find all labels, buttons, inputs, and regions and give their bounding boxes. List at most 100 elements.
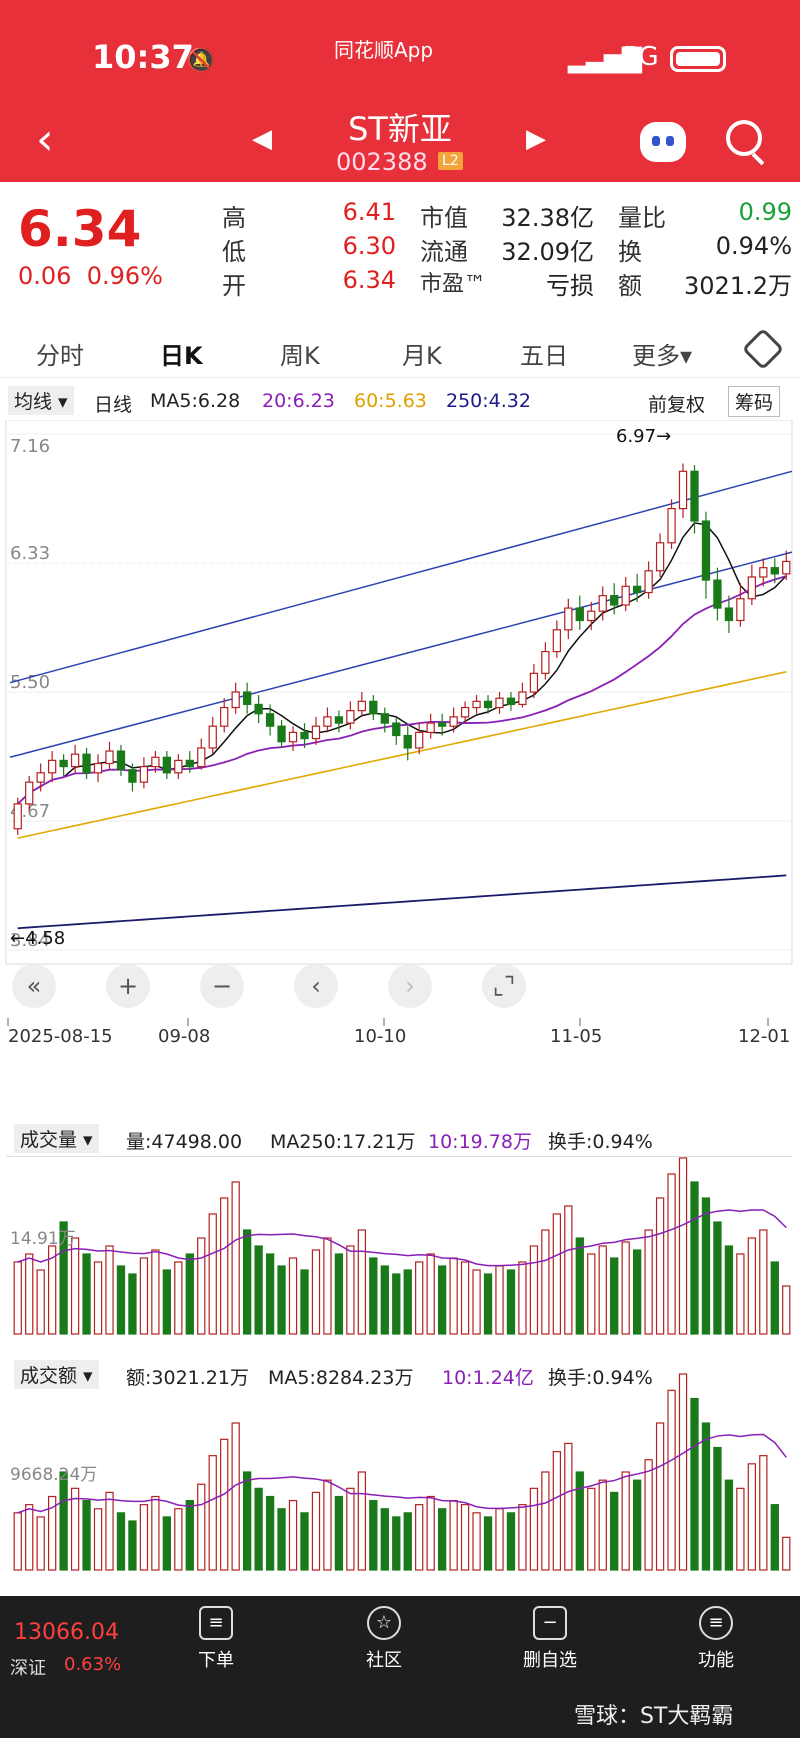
- settings-icon[interactable]: [741, 327, 785, 371]
- candle-body: [621, 585, 630, 606]
- volume-bar: [655, 1197, 665, 1335]
- volume-bar: [47, 1245, 57, 1335]
- candle-body: [151, 756, 160, 768]
- volume-bar: [116, 1265, 126, 1335]
- amount-bar: [162, 1516, 172, 1571]
- volume-bar: [472, 1269, 481, 1335]
- ma-selector[interactable]: 均线 ▾: [8, 386, 74, 415]
- volume-ma10: 10:19.78万: [428, 1131, 532, 1153]
- candle-body: [231, 691, 240, 709]
- amount-bar: [759, 1455, 768, 1571]
- amount-bar: [220, 1438, 229, 1571]
- order-button[interactable]: ≡ 下单: [156, 1606, 276, 1672]
- amount-bar: [13, 1512, 22, 1571]
- robot-assistant-icon[interactable]: [640, 122, 686, 162]
- low-label: 低: [222, 238, 246, 266]
- ma250-line: [17, 874, 787, 930]
- amount-bar: [610, 1491, 619, 1571]
- volume-bar: [82, 1253, 91, 1335]
- volume-bar: [162, 1269, 172, 1335]
- candle-body: [449, 716, 458, 727]
- amount-bar: [105, 1491, 114, 1571]
- candle-body: [254, 703, 263, 715]
- level2-badge[interactable]: L2: [438, 152, 463, 170]
- amount-bar: [59, 1471, 68, 1571]
- candle-body: [288, 731, 298, 743]
- amount-bar: [587, 1487, 596, 1571]
- amount-selector[interactable]: 成交额 ▾: [14, 1360, 99, 1389]
- candle-body: [437, 722, 447, 727]
- volume-bar: [747, 1237, 757, 1335]
- candle-body: [713, 579, 722, 609]
- float-label: 流通: [420, 238, 468, 266]
- amount-bar: [403, 1512, 412, 1571]
- y-axis-label: 3.84: [10, 930, 50, 951]
- search-icon[interactable]: [726, 120, 762, 156]
- amount-bar: [506, 1512, 516, 1571]
- period-label: 日线: [94, 394, 133, 416]
- volume-bar: [93, 1261, 103, 1335]
- amount-bar: [151, 1495, 160, 1571]
- x-axis-label: 10-10: [354, 1026, 406, 1047]
- volume-bar: [483, 1273, 493, 1335]
- amount-ma5: MA5:8284.23万: [268, 1367, 414, 1389]
- watermark: 雪球：ST大羁霸: [574, 1704, 734, 1729]
- kline-chart[interactable]: 7.166.335.504.673.846.97→←4.58« + − ‹ › ⌞⌝202…: [0, 420, 800, 1594]
- tab-five-day[interactable]: 五日: [520, 342, 568, 370]
- amount-bar: [82, 1499, 91, 1571]
- amount-bar: [380, 1508, 389, 1571]
- star-icon: ☆: [367, 1606, 401, 1640]
- turnover-value: 0.94%: [715, 232, 792, 260]
- tab-monthly-k[interactable]: 月K: [402, 342, 442, 370]
- volume-bar: [598, 1245, 607, 1335]
- tab-daily-k[interactable]: 日K: [160, 342, 203, 370]
- amount-bar: [495, 1508, 504, 1571]
- volume-bar: [587, 1253, 596, 1335]
- tab-weekly-k[interactable]: 周K: [280, 342, 320, 370]
- chips-button[interactable]: 筹码: [728, 386, 781, 417]
- network-type: 5G: [622, 42, 659, 72]
- back-icon[interactable]: ‹: [36, 114, 54, 165]
- functions-button[interactable]: ≡ 功能: [656, 1606, 776, 1672]
- amount-bar: [667, 1389, 676, 1571]
- open-label: 开: [222, 272, 246, 300]
- candle-body: [644, 570, 653, 594]
- volume-bar: [678, 1157, 688, 1335]
- community-button[interactable]: ☆ 社区: [324, 1606, 444, 1672]
- candle-body: [724, 607, 734, 622]
- amount-bar: [288, 1499, 298, 1571]
- tab-intraday[interactable]: 分时: [36, 342, 84, 370]
- volume-bar: [288, 1257, 298, 1335]
- candle-body: [655, 542, 665, 572]
- y-axis-label: 5.50: [10, 672, 50, 693]
- volume-bar: [701, 1197, 711, 1335]
- chart-control-button: [12, 964, 56, 1008]
- next-stock-icon[interactable]: ▶: [526, 124, 546, 154]
- amount-bar: [518, 1504, 527, 1571]
- volume-bar: [13, 1261, 22, 1335]
- volume-ma250: MA250:17.21万: [270, 1131, 416, 1153]
- candle-body: [564, 607, 573, 631]
- candle-body: [403, 734, 412, 749]
- remove-watchlist-button[interactable]: − 删自选: [490, 1606, 610, 1672]
- x-axis-label: 12-01: [738, 1026, 790, 1047]
- adjust-mode[interactable]: 前复权: [648, 394, 706, 416]
- candle-body: [82, 753, 91, 774]
- tab-more[interactable]: 更多▾: [632, 342, 693, 370]
- volume-axis-label: 14.91万: [10, 1229, 76, 1249]
- volume-bar: [564, 1205, 573, 1335]
- amount-bar: [231, 1422, 240, 1571]
- volume-selector[interactable]: 成交量 ▾: [14, 1124, 99, 1153]
- index-value[interactable]: 13066.04: [14, 1620, 119, 1645]
- amount-header-value: 额:3021.21万: [126, 1367, 249, 1389]
- candle-body: [380, 713, 389, 724]
- volume-bar: [59, 1221, 68, 1335]
- volume-bar: [529, 1245, 539, 1335]
- amount-bar: [701, 1422, 711, 1571]
- candle-body: [220, 706, 229, 727]
- amount-bar: [621, 1471, 630, 1571]
- volume-bar: [506, 1269, 516, 1335]
- volume-bar: [690, 1181, 699, 1335]
- prev-stock-icon[interactable]: ◀: [252, 124, 272, 154]
- candle-body: [47, 759, 57, 774]
